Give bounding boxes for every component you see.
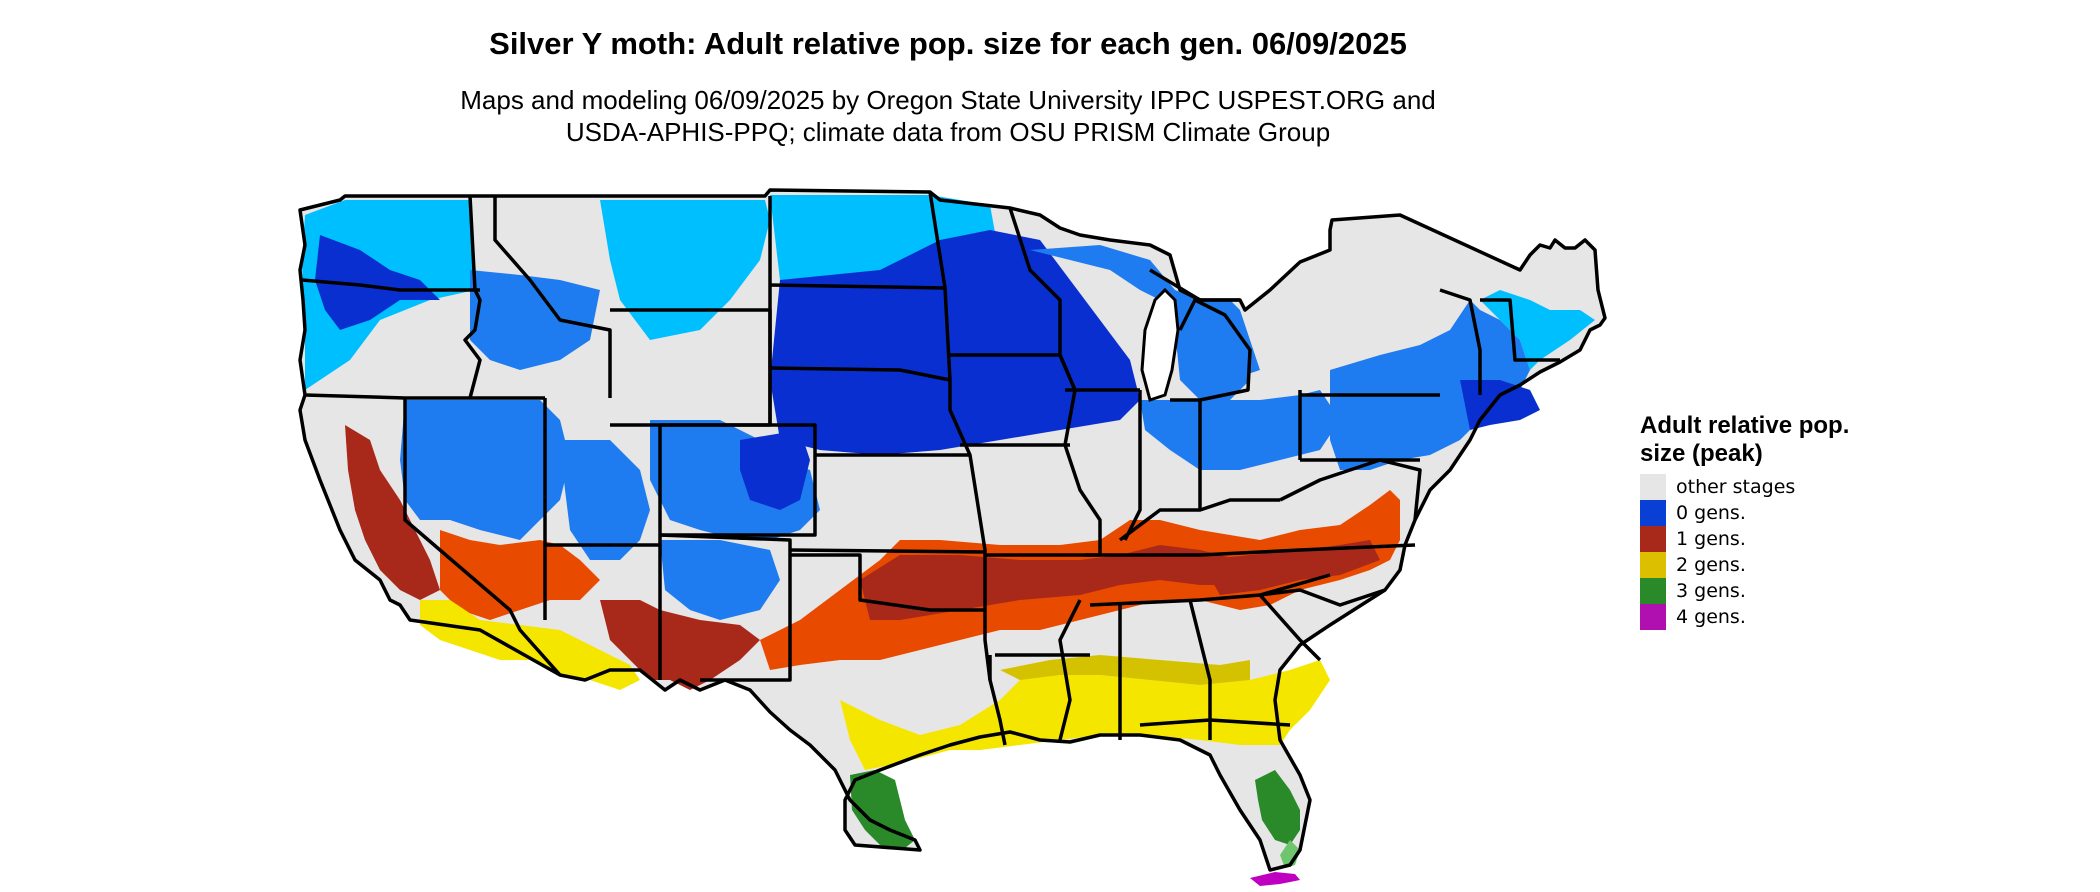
new-mexico-red [660,610,760,690]
northwest-dark-blue [315,235,440,330]
legend-item: other stages [1640,474,1860,500]
state-borders [298,188,1607,872]
border-dakota-mn [928,191,992,681]
border-nm [659,533,792,682]
legend-swatch [1640,526,1666,552]
lake-michigan [1140,287,1180,402]
border-mi [1149,268,1240,302]
legend-swatch [1640,578,1666,604]
legend-label: 3 gens. [1676,580,1746,602]
border-la-tx [988,655,1007,746]
legend-swatch [1640,604,1666,630]
colorado-blue [650,420,820,540]
legend-item: 3 gens. [1640,578,1860,604]
montana-light-blue [600,200,770,340]
border-mi-lower [1170,298,1252,402]
legend-item: 2 gens. [1640,552,1860,578]
atlantic-coast-blue [1460,380,1540,430]
legend-label: 4 gens. [1676,606,1746,628]
legend: Adult relative pop. size (peak) other st… [1640,412,1860,630]
idaho-montana-blue [470,270,600,370]
legend-label: 2 gens. [1676,554,1746,576]
legend-label: other stages [1676,476,1796,498]
border-ca-nv [403,398,562,677]
legend-swatch [1640,474,1666,500]
border-id-west [463,195,482,399]
border-il-in [1123,390,1142,541]
border-ks-ok [789,548,986,554]
legend-label: 0 gens. [1676,502,1746,524]
southern-dark-red-band [860,545,1240,620]
border-tn-south [1089,573,1331,607]
ohio-valley-blue [1140,390,1340,470]
border-ny-ne [1439,288,1482,395]
utah-blue [560,440,650,560]
subtitle-line-1: Maps and modeling 06/09/2025 by Oregon S… [460,85,1436,115]
border-ky-tn [1085,543,1416,557]
florida-green [1255,770,1300,845]
border-ms-west [1058,599,1082,741]
border-wa-or [301,278,480,292]
great-basin-blue [400,400,570,540]
border-ia-il [1058,354,1102,555]
colorado-front-dark [740,430,810,510]
tennessee-dark-red [1200,540,1380,595]
map-title: Silver Y moth: Adult relative pop. size … [489,26,1407,61]
new-england-blue [1480,290,1595,370]
legend-title: Adult relative pop. size (peak) [1640,412,1850,467]
border-sd-ne [769,366,951,382]
florida-light-green [1280,840,1300,868]
map-subtitle: Maps and modeling 06/09/2025 by Oregon S… [0,84,1896,148]
border-nc-sc [1259,588,1386,607]
legend-label: 1 gens. [1676,528,1746,550]
florida-keys-magenta [1250,872,1300,886]
arizona-yellow [420,600,640,690]
border-id-mt [493,196,612,398]
legend-item: 4 gens. [1640,604,1860,630]
conus-outline [300,190,1605,870]
legend-item: 1 gens. [1640,526,1860,552]
border-nd-sd [769,283,946,290]
new-mexico-blue [660,540,780,620]
california-red [345,425,440,600]
southwest-orange [440,530,600,620]
legend-item: 0 gens. [1640,500,1860,526]
south-texas-green [850,770,915,848]
border-ne-states [1480,298,1560,362]
conus-border [298,188,1607,872]
border-ok-tx [790,553,985,612]
border-ga-fl [1139,718,1291,727]
legend-items: other stages 0 gens. 1 gens. 2 gens. 3 gens.… [1640,474,1860,630]
border-ky-north [1118,498,1280,542]
border-ga-sc [1258,593,1322,662]
legend-swatch [1640,500,1666,526]
border-co-north [660,423,817,537]
border-va [1279,458,1422,521]
subtitle-line-2: USDA-APHIS-PPQ; climate data from OSU PR… [565,117,1331,147]
legend-swatch [1640,552,1666,578]
